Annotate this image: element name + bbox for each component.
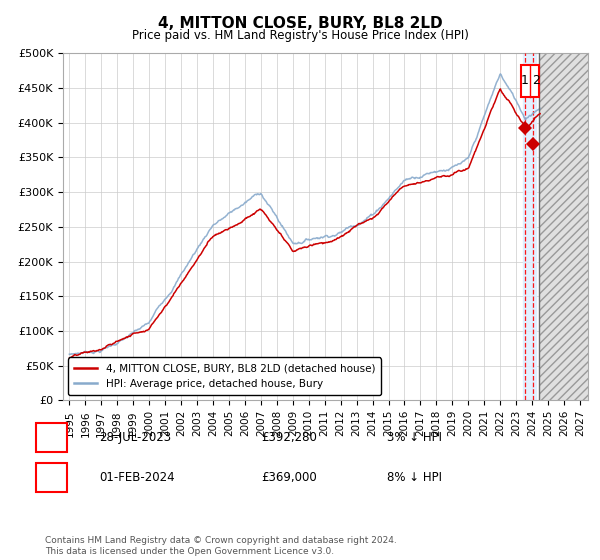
Text: 1: 1 <box>521 74 529 87</box>
Text: £369,000: £369,000 <box>261 470 317 484</box>
Bar <box>523 53 536 400</box>
Text: 01-FEB-2024: 01-FEB-2024 <box>99 470 175 484</box>
Text: Contains HM Land Registry data © Crown copyright and database right 2024.
This d: Contains HM Land Registry data © Crown c… <box>45 536 397 556</box>
Text: 2: 2 <box>47 470 56 484</box>
Text: 1: 1 <box>47 431 56 445</box>
Text: £392,280: £392,280 <box>261 431 317 445</box>
Text: Price paid vs. HM Land Registry's House Price Index (HPI): Price paid vs. HM Land Registry's House … <box>131 29 469 42</box>
Text: 28-JUL-2023: 28-JUL-2023 <box>99 431 171 445</box>
Text: 4, MITTON CLOSE, BURY, BL8 2LD: 4, MITTON CLOSE, BURY, BL8 2LD <box>158 16 442 31</box>
Text: 8% ↓ HPI: 8% ↓ HPI <box>387 470 442 484</box>
FancyBboxPatch shape <box>521 64 539 97</box>
Text: 2: 2 <box>532 74 540 87</box>
Legend: 4, MITTON CLOSE, BURY, BL8 2LD (detached house), HPI: Average price, detached ho: 4, MITTON CLOSE, BURY, BL8 2LD (detached… <box>68 357 382 395</box>
Bar <box>539 53 588 400</box>
Text: 3% ↓ HPI: 3% ↓ HPI <box>387 431 442 445</box>
